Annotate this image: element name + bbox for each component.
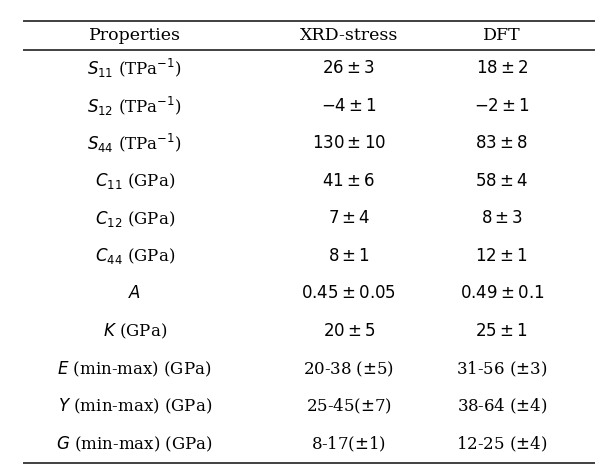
Text: $E$ (min-max) (GPa): $E$ (min-max) (GPa) — [58, 359, 212, 378]
Text: DFT: DFT — [483, 27, 521, 44]
Text: $58 \pm 4$: $58 \pm 4$ — [476, 173, 528, 190]
Text: 20-38 ($\pm$5): 20-38 ($\pm$5) — [304, 359, 394, 378]
Text: $C_{12}$ (GPa): $C_{12}$ (GPa) — [94, 209, 175, 229]
Text: $41 \pm 6$: $41 \pm 6$ — [323, 173, 375, 190]
Text: 25-45($\pm$7): 25-45($\pm$7) — [306, 397, 392, 416]
Text: $0.45 \pm 0.05$: $0.45 \pm 0.05$ — [301, 285, 397, 302]
Text: 8-17($\pm$1): 8-17($\pm$1) — [312, 434, 386, 454]
Text: $Y$ (min-max) (GPa): $Y$ (min-max) (GPa) — [58, 397, 212, 416]
Text: 38-64 ($\pm$4): 38-64 ($\pm$4) — [457, 397, 547, 416]
Text: $C_{11}$ (GPa): $C_{11}$ (GPa) — [94, 171, 175, 191]
Text: $7 \pm 4$: $7 \pm 4$ — [327, 210, 370, 228]
Text: $25 \pm 1$: $25 \pm 1$ — [476, 323, 528, 340]
Text: $83 \pm 8$: $83 \pm 8$ — [476, 135, 528, 152]
Text: XRD-stress: XRD-stress — [300, 27, 398, 44]
Text: $8 \pm 3$: $8 \pm 3$ — [480, 210, 523, 228]
Text: 12-25 ($\pm$4): 12-25 ($\pm$4) — [456, 434, 548, 454]
Text: $S_{44}$ (TPa$^{-1}$): $S_{44}$ (TPa$^{-1}$) — [88, 132, 182, 155]
Text: 31-56 ($\pm$3): 31-56 ($\pm$3) — [456, 359, 548, 378]
Text: $A$: $A$ — [128, 285, 141, 302]
Text: Properties: Properties — [89, 27, 181, 44]
Text: $8 \pm 1$: $8 \pm 1$ — [328, 248, 370, 265]
Text: $26 \pm 3$: $26 \pm 3$ — [323, 60, 375, 77]
Text: $S_{11}$ (TPa$^{-1}$): $S_{11}$ (TPa$^{-1}$) — [88, 57, 182, 80]
Text: $18 \pm 2$: $18 \pm 2$ — [476, 60, 528, 77]
Text: $-2 \pm 1$: $-2 \pm 1$ — [474, 98, 530, 115]
Text: $0.49 \pm 0.1$: $0.49 \pm 0.1$ — [460, 285, 544, 302]
Text: $12 \pm 1$: $12 \pm 1$ — [476, 248, 528, 265]
Text: $S_{12}$ (TPa$^{-1}$): $S_{12}$ (TPa$^{-1}$) — [88, 95, 182, 118]
Text: $C_{44}$ (GPa): $C_{44}$ (GPa) — [94, 246, 175, 267]
Text: $K$ (GPa): $K$ (GPa) — [103, 322, 166, 341]
Text: $G$ (min-max) (GPa): $G$ (min-max) (GPa) — [56, 434, 213, 454]
Text: $20 \pm 5$: $20 \pm 5$ — [323, 323, 375, 340]
Text: $-4 \pm 1$: $-4 \pm 1$ — [321, 98, 377, 115]
Text: $130 \pm 10$: $130 \pm 10$ — [312, 135, 386, 152]
